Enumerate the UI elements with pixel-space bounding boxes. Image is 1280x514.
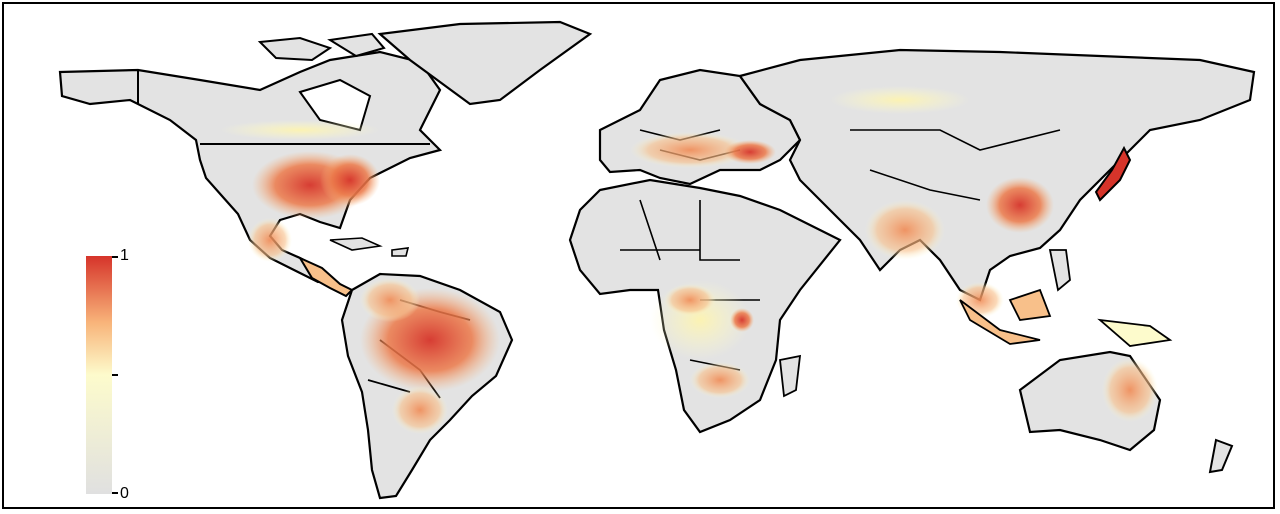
country-new-zealand xyxy=(1208,438,1234,474)
region-europe-central xyxy=(630,132,750,168)
region-canada-south xyxy=(220,120,380,140)
region-mexico xyxy=(248,218,292,262)
region-australia-east xyxy=(1102,358,1158,422)
region-southern-africa xyxy=(690,362,750,398)
legend-tick-max xyxy=(112,256,118,258)
continent-maritime-southeast-asia xyxy=(959,249,1173,347)
legend-max-label: 1 xyxy=(120,247,129,264)
region-colombia-venezuela xyxy=(360,278,420,322)
region-uganda xyxy=(730,308,754,332)
region-usa-southeast xyxy=(320,154,380,206)
legend: 1 0 xyxy=(86,248,129,502)
legend-tick-min xyxy=(112,492,118,494)
legend-min-label: 0 xyxy=(120,485,129,502)
region-paraguay-argentina xyxy=(392,386,448,434)
continent-central-america xyxy=(297,237,410,298)
region-china-east xyxy=(986,177,1054,233)
region-ukraine-black-sea xyxy=(724,140,776,164)
legend-color-bar xyxy=(86,256,112,494)
region-russia-south xyxy=(830,86,970,114)
region-congo xyxy=(664,284,716,316)
region-india xyxy=(865,200,945,260)
continent-north-america xyxy=(58,20,593,284)
country-japan xyxy=(1094,145,1132,202)
region-southeast-asia xyxy=(956,282,1004,318)
legend-tick-mid xyxy=(112,374,118,376)
